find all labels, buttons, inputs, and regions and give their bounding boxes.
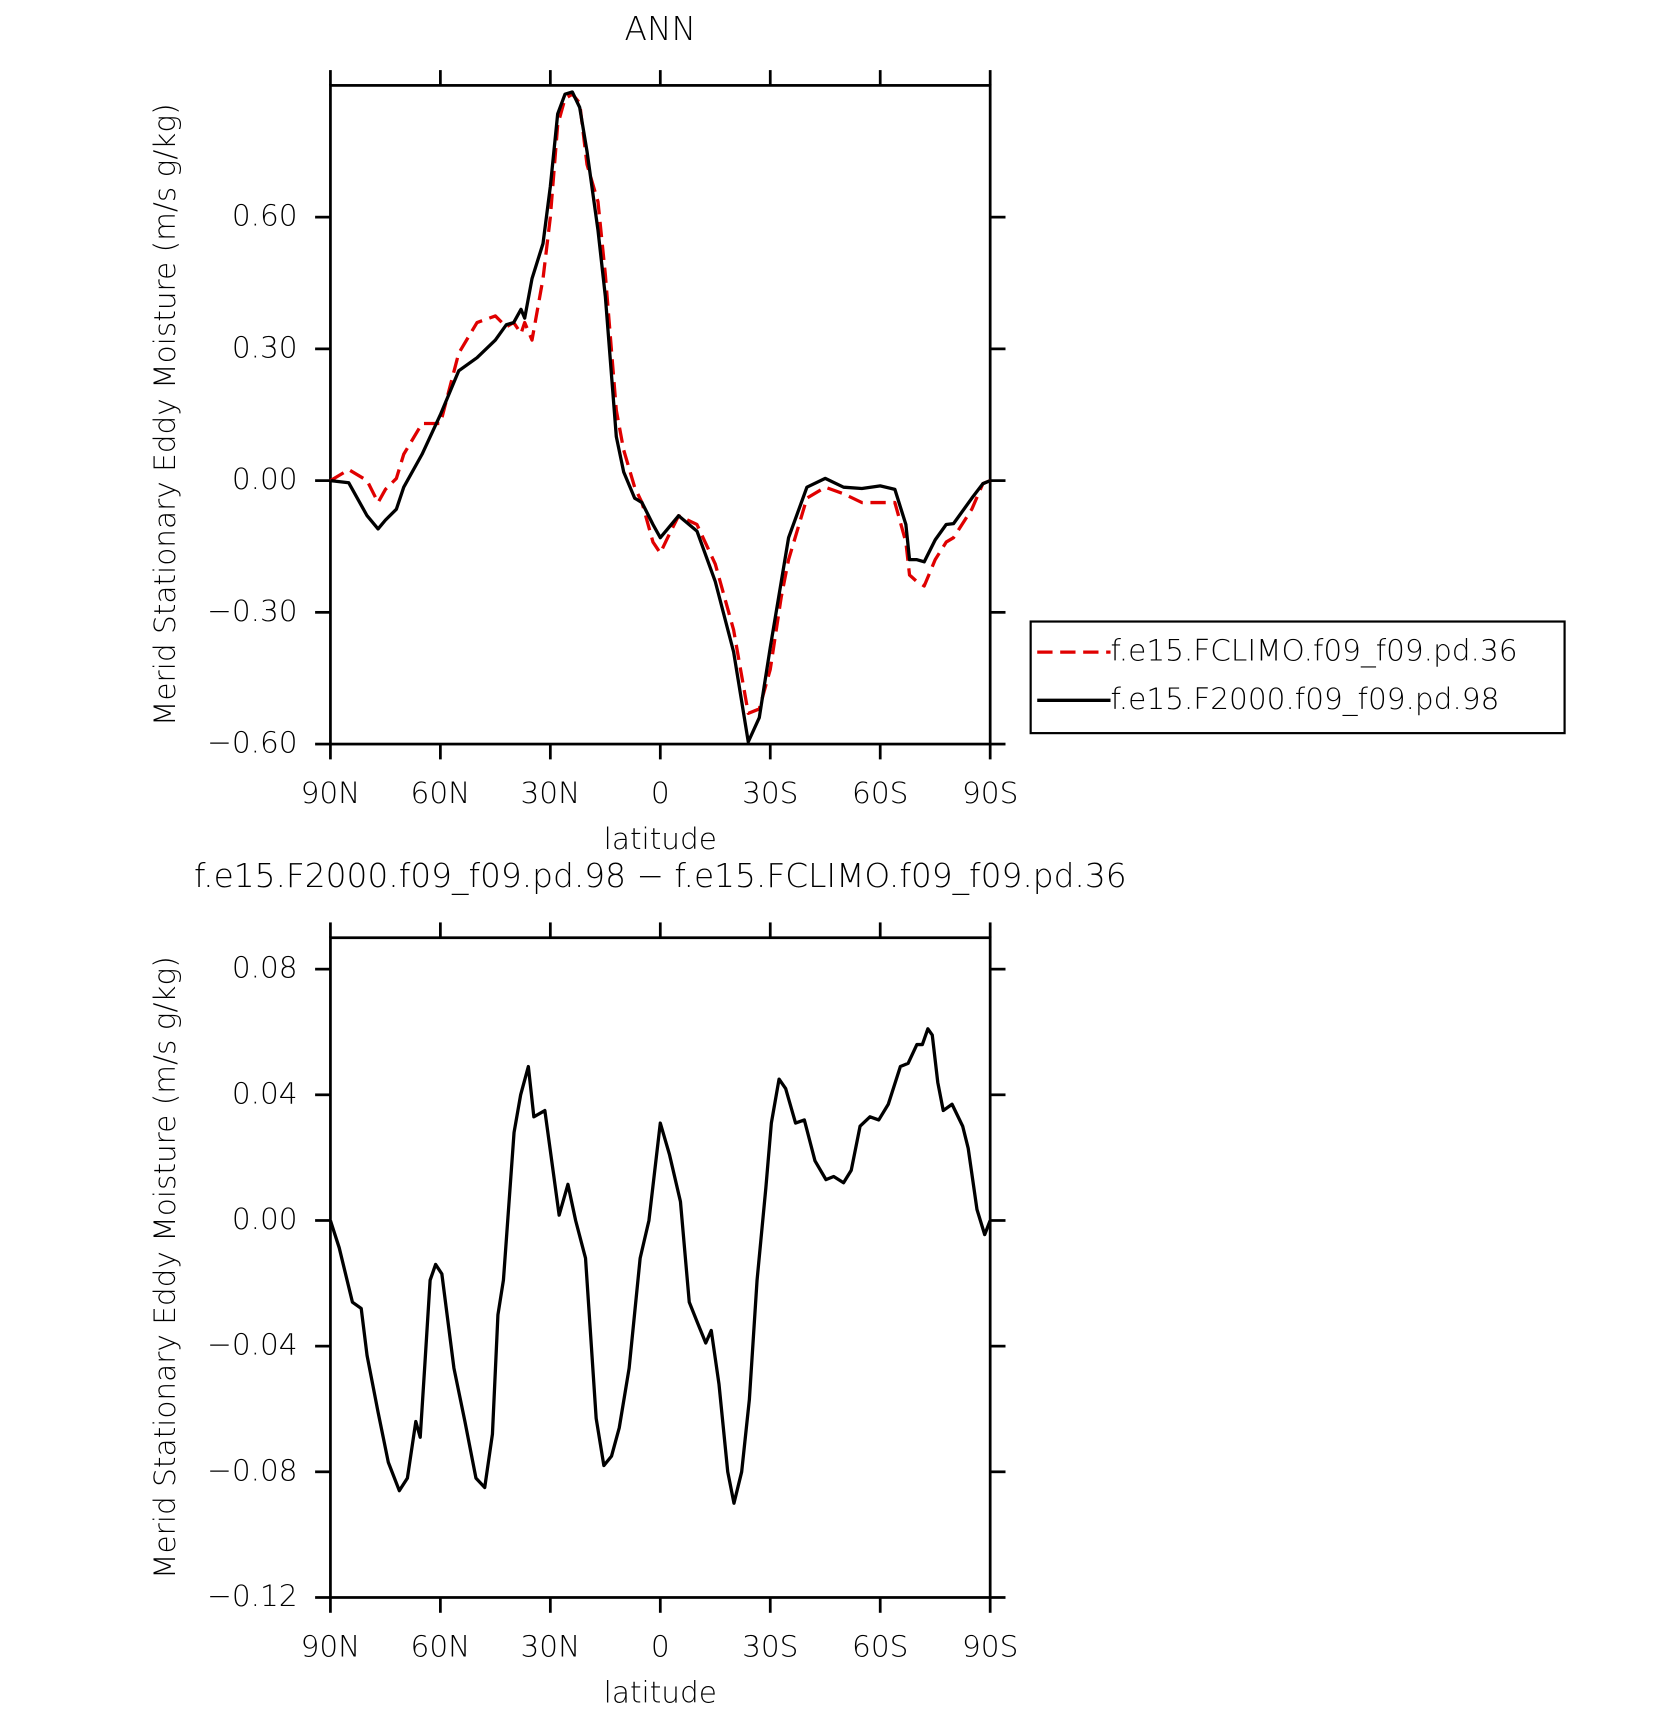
y-tick-label: −0.30 <box>207 594 298 628</box>
x-tick-label: 90S <box>962 1629 1018 1663</box>
plot-frame <box>329 84 992 746</box>
x-tick-label: 60N <box>411 1629 471 1663</box>
chart-title: f.e15.F2000.f09_f09.pd.98 − f.e15.FCLIMO… <box>194 857 1127 896</box>
data-line <box>330 90 991 744</box>
y-tick-label: −0.04 <box>207 1328 298 1362</box>
data-line <box>328 1027 992 1505</box>
data-line <box>329 92 991 715</box>
legend-box <box>1029 620 1566 735</box>
y-tick-label: 0.04 <box>232 1076 298 1110</box>
y-tick-label: 0.00 <box>232 1202 298 1236</box>
x-tick-label: 30S <box>742 776 798 810</box>
x-tick-label: 30N <box>521 776 581 810</box>
x-tick-label: 90S <box>962 776 1018 810</box>
legend-label: f.e15.FCLIMO.f09_f09.pd.36 <box>1111 634 1518 669</box>
y-tick-label: 0.00 <box>232 462 298 496</box>
y-tick-label: 0.30 <box>232 330 298 364</box>
y-tick-label: −0.12 <box>207 1579 298 1613</box>
x-tick-label: 0 <box>651 776 670 810</box>
x-tick-label: 60N <box>411 776 471 810</box>
plot-frame <box>329 936 992 1599</box>
y-tick-label: −0.08 <box>207 1453 298 1487</box>
x-tick-label: 0 <box>651 1629 670 1663</box>
y-tick-label: −0.60 <box>207 726 298 760</box>
x-tick-label: 90N <box>301 1629 361 1663</box>
y-axis-label: Merid Stationary Eddy Moisture (m/s g/kg… <box>148 956 182 1579</box>
chart-title: ANN <box>625 10 697 48</box>
legend-label: f.e15.F2000.f09_f09.pd.98 <box>1111 682 1500 717</box>
x-tick-label: 60S <box>852 1629 908 1663</box>
y-axis-label: Merid Stationary Eddy Moisture (m/s g/kg… <box>148 103 182 726</box>
x-tick-label: 60S <box>852 776 908 810</box>
y-tick-label: 0.08 <box>232 951 298 985</box>
x-axis-label: latitude <box>604 1675 717 1709</box>
x-tick-label: 30S <box>742 1629 798 1663</box>
x-tick-label: 30N <box>521 1629 581 1663</box>
y-tick-label: 0.60 <box>232 199 298 233</box>
x-tick-label: 90N <box>301 776 361 810</box>
x-axis-label: latitude <box>604 822 717 856</box>
